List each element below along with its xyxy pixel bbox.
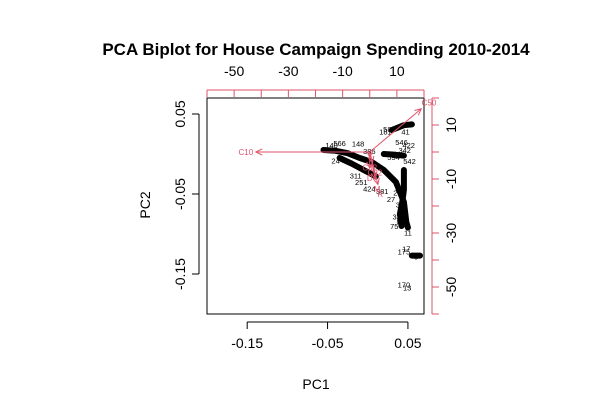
point-label-251: 251: [355, 178, 368, 187]
point-label-27: 27: [387, 195, 395, 204]
loading-arrowhead-D: [366, 161, 374, 170]
point-label-140: 140: [325, 141, 338, 150]
top-axis: -50 -30 -10 10: [206, 63, 425, 97]
loading-arrowhead-R: [373, 177, 380, 186]
loading-label-C50: C50: [422, 98, 437, 107]
point-label-33: 33: [393, 212, 401, 221]
point-label-424: 424: [363, 184, 376, 193]
point-label-170: 170: [398, 280, 411, 289]
point-label-24: 24: [331, 156, 339, 165]
point-label-422: 422: [402, 141, 415, 150]
point-label-589: 589: [383, 125, 396, 134]
point-label-566: 566: [333, 139, 346, 148]
loading-arrow-C50: [369, 108, 422, 153]
top-tick-label: -50: [224, 63, 244, 79]
bottom-tick-label: -0.05: [312, 335, 344, 351]
point-label-311: 311: [350, 172, 362, 181]
point-label-542: 542: [403, 157, 416, 166]
point-label-546: 546: [395, 138, 408, 147]
point-label-175: 175: [398, 248, 411, 257]
point-label-39: 39: [396, 200, 404, 209]
point-label-181: 181: [379, 128, 392, 137]
top-tick-label: -30: [278, 63, 298, 79]
left-tick-label: -0.15: [172, 258, 188, 290]
point-label-41: 41: [401, 128, 409, 137]
left-axis: 0.05 -0.05 -0.15: [172, 100, 200, 290]
point-label-17: 17: [402, 244, 410, 253]
top-tick-label: -10: [333, 63, 353, 79]
point-label-20: 20: [393, 188, 401, 197]
loading-arrows: C10C50C32C22MRD: [238, 98, 436, 199]
right-tick-label: -30: [443, 223, 459, 243]
right-axis: 10 -10 -30 -50: [431, 97, 459, 315]
cluster-blob: [380, 151, 407, 159]
loading-label-R: R: [377, 190, 383, 199]
cluster-blob: [336, 155, 379, 180]
loading-arrowhead-C10: [254, 148, 263, 156]
left-tick-label: 0.05: [172, 100, 188, 127]
point-label-13: 13: [403, 284, 411, 293]
point-label-148: 148: [352, 140, 365, 149]
point-label-86: 86: [397, 217, 405, 226]
point-label-28: 28: [392, 151, 400, 160]
loading-label-D: D: [367, 174, 373, 183]
loading-arrowhead-M: [370, 172, 378, 181]
bottom-axis: -0.15 -0.05 0.05: [231, 321, 422, 351]
point-label-75: 75: [390, 222, 398, 231]
plot-frame: [206, 97, 425, 315]
bottom-tick-label: -0.15: [231, 335, 263, 351]
point-label-11: 11: [404, 228, 412, 237]
right-tick-label: 10: [443, 117, 459, 133]
point-label-385: 385: [363, 147, 376, 156]
chart-title: PCA Biplot for House Campaign Spending 2…: [102, 40, 530, 59]
loading-label-M: M: [374, 185, 381, 194]
y-axis-label: PC2: [137, 191, 153, 218]
loading-arrowhead-C50: [414, 108, 423, 116]
x-axis-label: PC1: [302, 376, 329, 392]
loading-label-C10: C10: [238, 148, 253, 157]
point-label-554: 554: [387, 153, 400, 162]
cluster-blob: [388, 121, 415, 133]
right-tick-label: -50: [443, 277, 459, 297]
cluster-blob: [396, 167, 407, 229]
bottom-tick-label: 0.05: [394, 335, 421, 351]
left-tick-label: -0.05: [172, 178, 188, 210]
point-label-6: 6: [414, 252, 418, 261]
loading-arrow-R: [369, 151, 379, 185]
point-label-342: 342: [398, 146, 411, 155]
top-tick-label: 10: [389, 63, 405, 79]
right-tick-label: -10: [443, 169, 459, 189]
point-label-381: 381: [376, 187, 389, 196]
